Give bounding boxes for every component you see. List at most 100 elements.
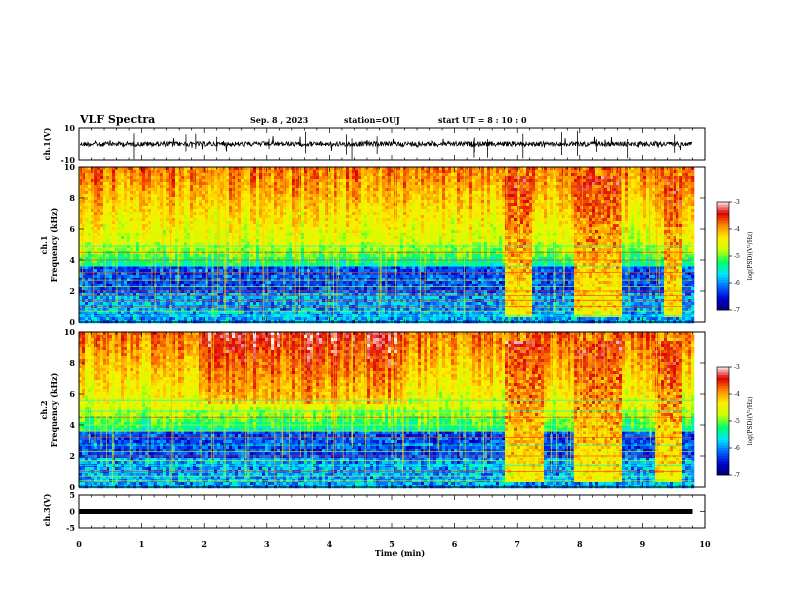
ch1-cell: [181, 287, 184, 290]
ch1-cell: [199, 275, 202, 278]
ch1-cell: [289, 254, 292, 257]
ch1-cell: [307, 296, 310, 299]
ch1-cell: [214, 242, 217, 245]
ch1-cell: [166, 260, 169, 263]
ch1-cell: [130, 218, 133, 221]
ch1-cell: [235, 269, 238, 272]
ch1-cell: [193, 269, 196, 272]
ch1-cell: [346, 224, 349, 227]
ch1-cell: [352, 191, 355, 194]
ch1-cell: [325, 218, 328, 221]
ch1-cell: [106, 302, 109, 305]
ch1-cell: [124, 212, 127, 215]
ch1-cell: [316, 212, 319, 215]
ch1-cell: [250, 170, 253, 173]
ch1-cell: [190, 185, 193, 188]
ch1-cell: [241, 197, 244, 200]
ch1-cell: [154, 173, 157, 176]
ch1-cell: [310, 236, 313, 239]
ch1-cell: [226, 290, 229, 293]
ch1-cell: [136, 296, 139, 299]
ch1-cell: [139, 209, 142, 212]
ch1-cell: [151, 215, 154, 218]
ch1-cell: [202, 206, 205, 209]
ch1-cell: [220, 248, 223, 251]
ch1-cell: [184, 260, 187, 263]
ch1-cell: [163, 233, 166, 236]
ch1-cell: [340, 284, 343, 287]
ch1-cell: [274, 215, 277, 218]
ch1-cell: [322, 284, 325, 287]
ch1-cell: [163, 296, 166, 299]
ch1-cell: [328, 281, 331, 284]
ch1-cell: [94, 290, 97, 293]
ch1-cell: [349, 278, 352, 281]
ch1-cell: [121, 227, 124, 230]
ch1-cell: [88, 221, 91, 224]
ch1-cell: [340, 254, 343, 257]
ch1-cell: [181, 290, 184, 293]
ch1-cell: [136, 302, 139, 305]
ch1-cell: [250, 275, 253, 278]
ch1-cell: [100, 248, 103, 251]
ch1-cell: [316, 191, 319, 194]
ch1-cell: [319, 278, 322, 281]
ch1-cell: [259, 236, 262, 239]
ch1-cell: [214, 230, 217, 233]
ch1-cell: [301, 203, 304, 206]
ch1-cell: [184, 236, 187, 239]
ch1-cell: [244, 185, 247, 188]
ch1-cell: [241, 281, 244, 284]
ch1-cell: [94, 176, 97, 179]
ch1-cell: [316, 275, 319, 278]
ch1-cell: [190, 278, 193, 281]
ch1-cell: [253, 182, 256, 185]
ch1-cell: [142, 227, 145, 230]
ch1-cell: [172, 236, 175, 239]
ch1-cell: [139, 191, 142, 194]
ch1-cell: [322, 179, 325, 182]
ch1-cell: [142, 260, 145, 263]
ch1-cell: [184, 242, 187, 245]
ch1-cell: [310, 227, 313, 230]
ch1-cell: [283, 281, 286, 284]
ch1-cell: [172, 254, 175, 257]
ch1-cell: [94, 179, 97, 182]
ch1-cell: [349, 179, 352, 182]
ch1-cell: [277, 197, 280, 200]
ch1-cell: [259, 290, 262, 293]
ch1-cell: [115, 302, 118, 305]
ch1-cell: [214, 173, 217, 176]
ch1-cell: [283, 242, 286, 245]
ch1-cell: [352, 302, 355, 305]
ch1-cell: [100, 194, 103, 197]
ch1-cell: [187, 212, 190, 215]
ch1-cell: [100, 209, 103, 212]
ch1-cell: [316, 206, 319, 209]
ch1-cell: [145, 284, 148, 287]
ch1-cell: [154, 227, 157, 230]
ch1-cell: [214, 245, 217, 248]
ch1-cell: [118, 170, 121, 173]
ch1-cell: [235, 179, 238, 182]
ch1-cell: [319, 239, 322, 242]
ch1-cell: [151, 170, 154, 173]
ch1-cell: [136, 200, 139, 203]
ch1-cell: [121, 173, 124, 176]
ch1-cell: [268, 284, 271, 287]
ch1-cell: [178, 302, 181, 305]
ch1-cell: [103, 236, 106, 239]
ch1-cell: [307, 188, 310, 191]
ch1-cell: [349, 182, 352, 185]
ch1-cell: [193, 191, 196, 194]
ch1-cell: [166, 176, 169, 179]
ch1-cell: [337, 287, 340, 290]
ch1-cell: [136, 173, 139, 176]
ch1-cell: [301, 236, 304, 239]
ch1-cell: [172, 185, 175, 188]
ch1-cell: [172, 239, 175, 242]
ch1-cell: [121, 281, 124, 284]
ch1-cell: [208, 242, 211, 245]
ch1-cell: [277, 239, 280, 242]
ch1-cell: [256, 227, 259, 230]
